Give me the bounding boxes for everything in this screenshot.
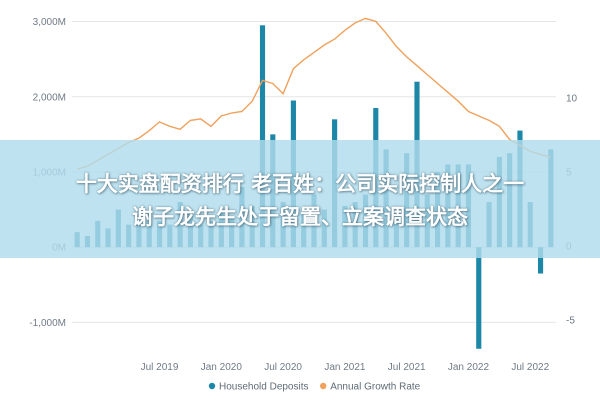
headline-line-1: 十大实盘配资排行 老百姓：公司实际控制人之一	[75, 172, 525, 196]
legend-label: Household Deposits	[219, 382, 309, 393]
x-tick-label: Jul 2020	[264, 362, 302, 373]
y-left-tick-label: -1,000M	[29, 318, 66, 329]
y-left-tick-label: 2,000M	[33, 92, 66, 103]
y-left-tick-label: 3,000M	[33, 17, 66, 28]
headline-line-2: 谢子龙先生处于留置、立案调查状态	[132, 205, 468, 229]
x-tick-label: Jan 2021	[324, 362, 366, 373]
y-right-tick-label: 10	[566, 94, 578, 105]
household-deposits-bar	[476, 247, 482, 349]
headline-banner	[0, 140, 600, 258]
legend: Household Deposits Annual Growth Rate	[208, 382, 421, 393]
x-tick-label: Jul 2021	[388, 362, 426, 373]
x-tick-label: Jul 2022	[511, 362, 549, 373]
legend-label: Annual Growth Rate	[330, 382, 420, 393]
household-deposits-bar	[259, 25, 266, 248]
legend-bar-marker-icon	[208, 382, 216, 390]
x-axis-labels: Jul 2019 Jan 2020 Jul 2020 Jan 2021 Jul 2021…	[141, 362, 550, 373]
legend-line-marker-icon	[320, 382, 327, 390]
x-tick-label: Jul 2019	[141, 362, 179, 373]
y-right-tick-label: -5	[566, 315, 575, 326]
annual-growth-rate-line	[76, 17, 552, 170]
household-deposits-bar	[537, 247, 544, 274]
x-tick-label: Jan 2022	[448, 362, 490, 373]
x-tick-label: Jan 2020	[201, 362, 243, 373]
